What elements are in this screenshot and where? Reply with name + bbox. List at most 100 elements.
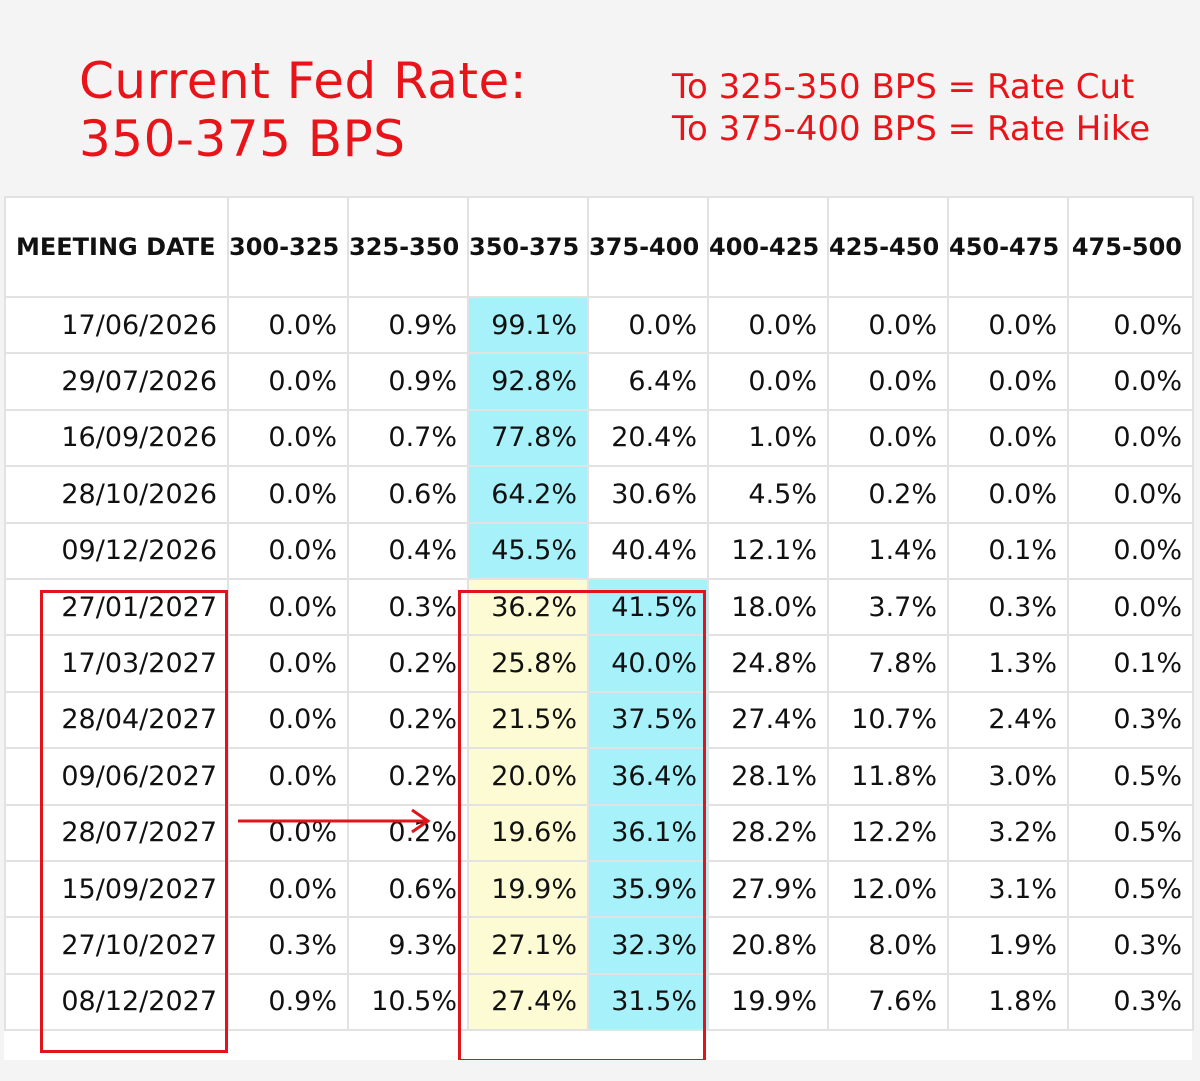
probability-cell-475-500: 0.3% — [1067, 972, 1194, 1032]
meeting-date-cell: 08/12/2027 — [4, 972, 229, 1032]
probability-cell-375-400: 41.5% — [587, 577, 709, 637]
table-row: 09/06/2027 0.0% 0.2% 20.0% 36.4% 28.1% 11.8% 3.… — [4, 747, 1194, 806]
meeting-date-cell: 27/10/2027 — [4, 916, 229, 975]
probability-cell-300-325: 0.0% — [227, 521, 349, 580]
title-line-2: 350-375 BPS — [79, 110, 406, 168]
probability-cell-325-350: 0.4% — [347, 521, 469, 580]
probability-cell-400-425: 18.0% — [707, 577, 829, 637]
probability-cell-400-425: 12.1% — [707, 521, 829, 580]
probability-cell-400-425: 27.4% — [707, 690, 829, 750]
probability-cell-350-375: 19.6% — [467, 803, 589, 862]
column-header-325-350: 325-350 — [347, 196, 469, 298]
current-rate-title: Current Fed Rate: 350-375 BPS — [79, 52, 527, 168]
legend-line-hike: To 375-400 BPS = Rate Hike — [672, 109, 1151, 149]
probability-cell-475-500: 0.5% — [1067, 803, 1194, 862]
probability-cell-400-425: 1.0% — [707, 408, 829, 468]
probability-cell-375-400: 35.9% — [587, 859, 709, 919]
table-row: 29/07/2026 0.0% 0.9% 92.8% 6.4% 0.0% 0.0% 0.0% 0… — [4, 352, 1194, 411]
probability-cell-300-325: 0.3% — [227, 916, 349, 975]
table-header-row: MEETING DATE 300-325 325-350 350-375 375-400… — [4, 196, 1194, 298]
probability-cell-450-475: 3.2% — [947, 803, 1069, 862]
meeting-date-cell: 28/07/2027 — [4, 803, 229, 862]
probability-cell-475-500: 0.5% — [1067, 859, 1194, 919]
column-header-350-375: 350-375 — [467, 196, 589, 298]
probability-cell-325-350: 0.2% — [347, 690, 469, 750]
probability-cell-375-400: 40.0% — [587, 634, 709, 693]
rate-probability-table: MEETING DATE 300-325 325-350 350-375 375-400… — [4, 196, 1194, 1032]
probability-cell-475-500: 0.1% — [1067, 634, 1194, 693]
title-line-1: Current Fed Rate: — [79, 52, 528, 110]
probability-cell-425-450: 8.0% — [827, 916, 949, 975]
probability-cell-375-400: 20.4% — [587, 408, 709, 468]
rate-change-legend: To 325-350 BPS = Rate Cut To 375-400 BPS… — [672, 66, 1150, 150]
probability-cell-375-400: 0.0% — [587, 295, 709, 355]
probability-cell-350-375: 45.5% — [467, 521, 589, 580]
probability-cell-450-475: 3.0% — [947, 747, 1069, 806]
probability-cell-475-500: 0.0% — [1067, 408, 1194, 468]
meeting-date-cell: 16/09/2026 — [4, 408, 229, 468]
probability-cell-325-350: 0.2% — [347, 747, 469, 806]
meeting-date-cell: 09/06/2027 — [4, 747, 229, 806]
probability-cell-425-450: 0.2% — [827, 465, 949, 524]
probability-cell-450-475: 0.3% — [947, 577, 1069, 637]
table-row: 15/09/2027 0.0% 0.6% 19.9% 35.9% 27.9% 12.0% 3.… — [4, 859, 1194, 919]
probability-cell-300-325: 0.0% — [227, 577, 349, 637]
column-header-400-425: 400-425 — [707, 196, 829, 298]
probability-cell-425-450: 0.0% — [827, 352, 949, 411]
meeting-date-cell: 15/09/2027 — [4, 859, 229, 919]
table-row: 17/06/2026 0.0% 0.9% 99.1% 0.0% 0.0% 0.0% 0.0% 0… — [4, 295, 1194, 355]
probability-cell-350-375: 20.0% — [467, 747, 589, 806]
probability-cell-400-425: 0.0% — [707, 352, 829, 411]
meeting-date-cell: 28/04/2027 — [4, 690, 229, 750]
probability-cell-375-400: 36.4% — [587, 747, 709, 806]
probability-cell-400-425: 24.8% — [707, 634, 829, 693]
probability-cell-350-375: 21.5% — [467, 690, 589, 750]
table-body: 17/06/2026 0.0% 0.9% 99.1% 0.0% 0.0% 0.0% 0.0% 0… — [4, 295, 1194, 1032]
probability-cell-475-500: 0.3% — [1067, 690, 1194, 750]
probability-cell-375-400: 31.5% — [587, 972, 709, 1032]
probability-cell-350-375: 64.2% — [467, 465, 589, 524]
probability-cell-425-450: 0.0% — [827, 295, 949, 355]
table-row: 08/12/2027 0.9% 10.5% 27.4% 31.5% 19.9% 7.6% 1.… — [4, 972, 1194, 1032]
probability-cell-425-450: 3.7% — [827, 577, 949, 637]
probability-cell-300-325: 0.0% — [227, 634, 349, 693]
probability-cell-325-350: 0.7% — [347, 408, 469, 468]
probability-cell-375-400: 32.3% — [587, 916, 709, 975]
table-row: 17/03/2027 0.0% 0.2% 25.8% 40.0% 24.8% 7.8% 1.3… — [4, 634, 1194, 693]
meeting-date-cell: 27/01/2027 — [4, 577, 229, 637]
probability-cell-450-475: 1.3% — [947, 634, 1069, 693]
probability-table-container: MEETING DATE 300-325 325-350 350-375 375-400… — [4, 196, 1194, 1060]
probability-cell-300-325: 0.0% — [227, 859, 349, 919]
probability-cell-375-400: 30.6% — [587, 465, 709, 524]
probability-cell-350-375: 36.2% — [467, 577, 589, 637]
probability-cell-475-500: 0.3% — [1067, 916, 1194, 975]
probability-cell-450-475: 0.0% — [947, 465, 1069, 524]
column-header-375-400: 375-400 — [587, 196, 709, 298]
column-header-425-450: 425-450 — [827, 196, 949, 298]
probability-cell-350-375: 92.8% — [467, 352, 589, 411]
probability-cell-450-475: 1.9% — [947, 916, 1069, 975]
probability-cell-325-350: 0.3% — [347, 577, 469, 637]
table-row: 28/04/2027 0.0% 0.2% 21.5% 37.5% 27.4% 10.7% 2.… — [4, 690, 1194, 750]
annotation-arrow — [238, 808, 431, 834]
probability-cell-375-400: 40.4% — [587, 521, 709, 580]
probability-cell-325-350: 0.2% — [347, 634, 469, 693]
table-row: 16/09/2026 0.0% 0.7% 77.8% 20.4% 1.0% 0.0% 0.0%… — [4, 408, 1194, 468]
probability-cell-425-450: 0.0% — [827, 408, 949, 468]
probability-cell-325-350: 0.6% — [347, 465, 469, 524]
probability-cell-325-350: 0.9% — [347, 295, 469, 355]
probability-cell-400-425: 27.9% — [707, 859, 829, 919]
probability-cell-375-400: 37.5% — [587, 690, 709, 750]
probability-cell-475-500: 0.0% — [1067, 352, 1194, 411]
probability-cell-425-450: 11.8% — [827, 747, 949, 806]
table-row: 28/07/2027 0.0% 0.2% 19.6% 36.1% 28.2% 12.2% 3.… — [4, 803, 1194, 862]
probability-cell-300-325: 0.0% — [227, 690, 349, 750]
table-row: 27/01/2027 0.0% 0.3% 36.2% 41.5% 18.0% 3.7% 0.3… — [4, 577, 1194, 637]
probability-cell-475-500: 0.0% — [1067, 295, 1194, 355]
probability-cell-425-450: 7.6% — [827, 972, 949, 1032]
probability-cell-450-475: 0.0% — [947, 352, 1069, 411]
meeting-date-cell: 17/06/2026 — [4, 295, 229, 355]
probability-cell-350-375: 27.4% — [467, 972, 589, 1032]
probability-cell-350-375: 27.1% — [467, 916, 589, 975]
probability-cell-325-350: 10.5% — [347, 972, 469, 1032]
